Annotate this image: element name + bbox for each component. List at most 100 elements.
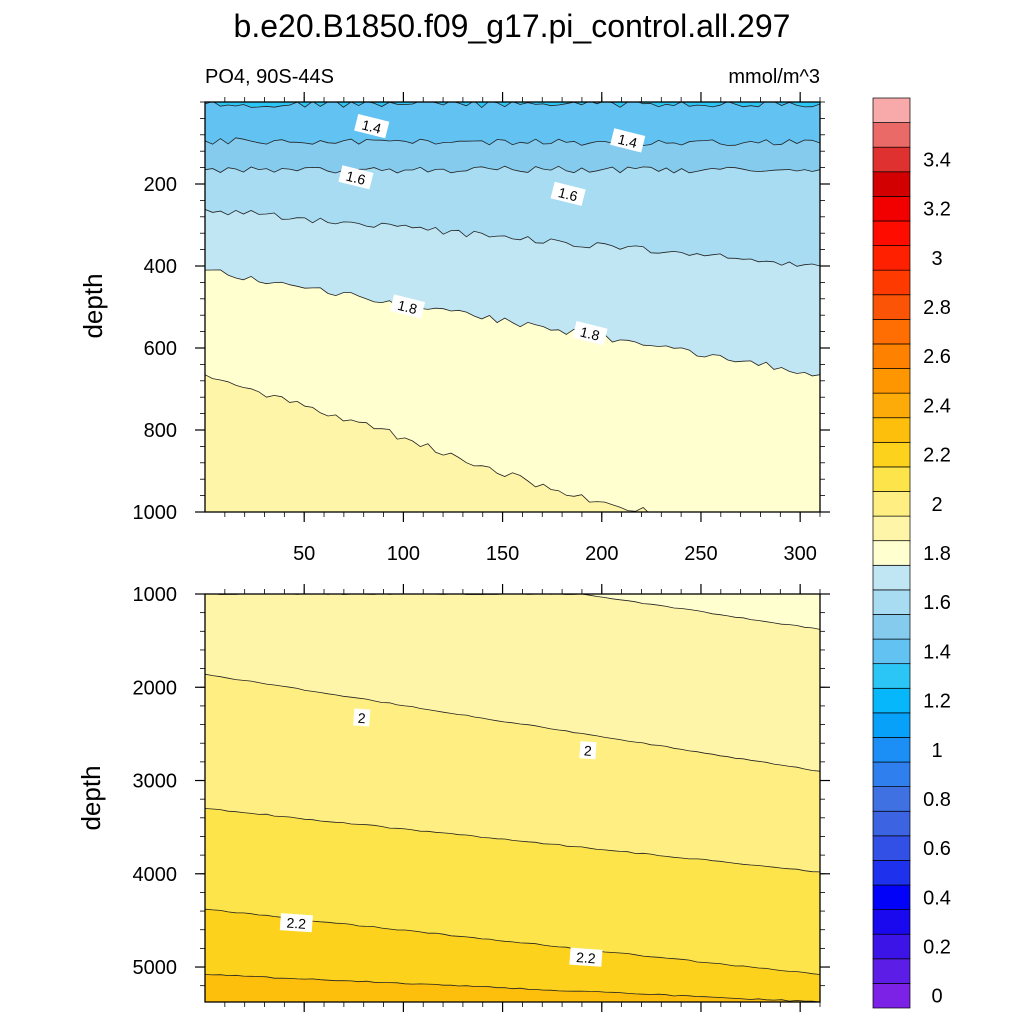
colorbar-segment [872, 269, 911, 296]
colorbar-segment [872, 835, 911, 861]
contour-line-1.5 [205, 165, 820, 174]
y-tick-label: 4000 [133, 864, 178, 886]
colorbar-segment [872, 146, 911, 173]
colorbar-segment [872, 540, 911, 566]
y-tick-label: 1000 [133, 502, 178, 524]
colorbar-segment [872, 491, 911, 517]
colorbar-segment [872, 220, 911, 246]
contour-label: 2 [579, 741, 597, 760]
contour-label: 1.6 [550, 181, 586, 206]
contour-fills: 1.4 1.4 1.6 1.6 1.8 1.8 [205, 102, 820, 512]
colorbar-segment [872, 368, 911, 394]
contour-line-1.9 [205, 673, 820, 772]
x-tick-label: 300 [783, 543, 816, 565]
contour-label: 2 [353, 708, 371, 727]
colorbar-tick-label: 2.2 [923, 445, 951, 467]
colorbar-tick-label: 0.4 [923, 887, 951, 909]
colorbar-segment [872, 810, 911, 837]
units-label: mmol/m^3 [728, 66, 820, 88]
colorbar-segment [872, 97, 911, 123]
colorbar-tick-label: 0.2 [923, 937, 951, 959]
lower-y-axis-label: depth [76, 765, 106, 830]
contour-line-1.4 [205, 137, 820, 146]
colorbar-segment [872, 687, 911, 714]
y-tick-label: 3000 [133, 771, 178, 793]
contour-label-text: 1.6 [557, 184, 580, 204]
colorbar-segment [872, 122, 911, 148]
upper-y-axis-label: depth [78, 273, 108, 338]
colorbar-tick-label: 1.4 [923, 641, 951, 663]
lower-panel: 2 2 2.2 2.2 1000 2000 3000 4000 5000 [133, 584, 830, 1012]
band-fill-1.8 [205, 594, 820, 630]
contour-label-text: 1.8 [579, 323, 602, 343]
y-tick-label: 600 [144, 338, 177, 360]
y-tick-label: 2000 [133, 677, 178, 699]
x-tick-label: 200 [585, 543, 618, 565]
plot-frame [204, 101, 821, 513]
colorbar-segment [872, 712, 911, 738]
colorbar-segment [872, 294, 911, 320]
band-fill-1.3 [205, 102, 820, 108]
y-tick-label: 5000 [133, 957, 178, 979]
plot-frame [204, 593, 821, 1003]
x-tick-label: 250 [684, 543, 717, 565]
colorbar-segment [872, 737, 911, 763]
contour-label-text: 1.4 [616, 131, 639, 151]
colorbar: 0 0.2 0.4 0.6 0.8 1 1.2 1.4 1.6 1.8 2 2.2 2.4 2.6 2.8 3… [872, 97, 951, 1009]
colorbar-segment [872, 196, 911, 222]
colorbar-segment [872, 171, 911, 197]
upper-panel: 1.4 1.4 1.6 1.6 1.8 1.8 200 400 600 800 1000 50 100 1… [133, 92, 830, 565]
contour-label-text: 2.2 [286, 915, 307, 932]
colorbar-tick-label: 0.6 [923, 838, 951, 860]
colorbar-segment [872, 884, 911, 910]
colorbar-tick-label: 1.6 [923, 592, 951, 614]
colorbar-tick-label: 2 [931, 494, 942, 516]
colorbar-segment [872, 958, 911, 984]
contour-label-text: 2 [357, 710, 366, 727]
contour-label-text: 1.8 [396, 297, 419, 317]
colorbar-segment [872, 860, 911, 886]
colorbar-segment [872, 761, 911, 787]
colorbar-segment [872, 245, 911, 271]
y-tick-label: 800 [144, 420, 177, 442]
colorbar-tick-label: 3.4 [923, 150, 951, 172]
band-fill-1.9 [205, 594, 820, 772]
colorbar-segment [872, 466, 911, 492]
colorbar-segment [872, 441, 911, 468]
colorbar-segment [872, 392, 911, 419]
contour-label: 2.2 [569, 947, 603, 967]
colorbar-segment [872, 638, 911, 665]
colorbar-tick-label: 2.6 [923, 346, 951, 368]
colorbar-segment [872, 614, 911, 640]
colorbar-segment [872, 983, 911, 1009]
chart-title: b.e20.B1850.f09_g17.pi_control.all.297 [234, 8, 791, 44]
colorbar-tick-label: 3 [931, 248, 942, 270]
contour-label-text: 2.2 [576, 949, 597, 966]
contour-line-1.8 [205, 374, 649, 512]
colorbar-tick-label: 2.8 [923, 297, 951, 319]
contour-fills: 2 2 2.2 2.2 [205, 594, 820, 1002]
variable-label: PO4, 90S-44S [205, 66, 334, 88]
colorbar-segment [872, 515, 911, 542]
contour-line-1.8 [205, 594, 820, 630]
y-tick-label: 200 [144, 174, 177, 196]
contour-line-1.7 [205, 269, 820, 377]
contour-label: 1.8 [572, 320, 608, 346]
contour-line-1.6 [205, 209, 820, 267]
colorbar-tick-label: 0.8 [923, 789, 951, 811]
colorbar-tick-label: 1.2 [923, 691, 951, 713]
colorbar-tick-label: 0 [931, 986, 942, 1008]
contour-label: 1.6 [338, 165, 374, 190]
contour-label-text: 1.6 [344, 168, 367, 188]
contour-line-2.0 [205, 808, 820, 873]
colorbar-tick-label: 3.2 [923, 199, 951, 221]
colorbar-segment [872, 589, 911, 615]
x-tick-label: 50 [293, 543, 315, 565]
colorbar-segment [872, 933, 911, 960]
colorbar-segment [872, 319, 911, 345]
contour-line-2.2 [205, 974, 820, 1002]
colorbar-segment [872, 343, 911, 369]
y-tick-label: 400 [144, 256, 177, 278]
contour-label: 1.4 [610, 128, 646, 153]
